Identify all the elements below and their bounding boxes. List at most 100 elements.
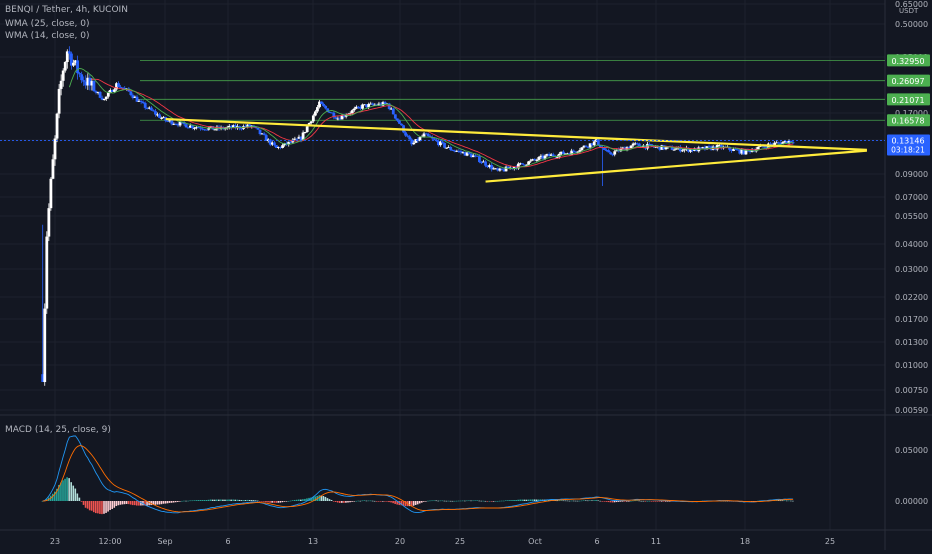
wma14-legend[interactable]: WMA (14, close, 0) [5, 31, 90, 41]
candle-body [484, 161, 487, 166]
macd-histogram-bar [457, 500, 460, 502]
macd-histogram-bar [179, 501, 181, 502]
macd-histogram-bar [486, 501, 489, 502]
candle-body [562, 151, 565, 155]
candle-body [482, 161, 485, 163]
macd-histogram-bar [259, 501, 261, 502]
price-tick-label: 0.04000 [895, 240, 928, 249]
candle-body [357, 106, 360, 108]
macd-histogram-bar [648, 500, 651, 502]
candle-body [539, 155, 543, 158]
candle-body [287, 141, 291, 145]
candle-body [182, 122, 186, 125]
macd-histogram-bar [113, 501, 116, 508]
candle-body [738, 149, 742, 154]
candle-body [43, 308, 47, 383]
macd-histogram-bar [228, 499, 230, 501]
candle-body [102, 98, 106, 100]
candle-body [424, 133, 428, 135]
macd-histogram-bar [328, 499, 331, 501]
macd-histogram-bar [652, 501, 655, 502]
macd-histogram-bar [72, 485, 75, 501]
macd-histogram-bar [447, 500, 450, 502]
macd-histogram-bar [213, 499, 216, 501]
price-unit-label: USDT [899, 7, 919, 15]
macd-histogram-bar [160, 501, 163, 505]
macd-histogram-bar [103, 501, 105, 514]
candle-body [162, 117, 166, 119]
candle-body [447, 147, 451, 149]
macd-histogram-bar [84, 501, 87, 508]
macd-histogram-bar [623, 501, 626, 502]
candle-body [549, 154, 553, 156]
macd-histogram-bar [281, 501, 284, 503]
macd-histogram-bar [640, 500, 642, 502]
candle-body [367, 104, 371, 108]
candle-body [586, 146, 590, 148]
candle-body [613, 151, 617, 155]
candle-body [607, 150, 610, 153]
candle-body [740, 149, 744, 154]
candle-body [311, 115, 315, 122]
macd-histogram-bar [373, 500, 376, 502]
candle-body [576, 151, 580, 153]
macd-histogram-bar [595, 500, 597, 501]
macd-histogram-bar [615, 501, 618, 503]
candle-body [391, 108, 395, 115]
macd-histogram-bar [416, 501, 419, 505]
candle-body [580, 147, 584, 151]
candle-body [268, 139, 272, 145]
candle-body [473, 155, 477, 157]
macd-histogram-bar [609, 501, 612, 503]
macd-histogram-bar [423, 501, 425, 502]
macd-histogram-bar [662, 501, 665, 502]
macd-histogram-bar [636, 500, 638, 502]
macd-histogram-bar [183, 500, 185, 502]
candle-body [94, 91, 98, 93]
candle-body [389, 108, 393, 110]
macd-histogram-bar [429, 500, 431, 502]
macd-histogram-bar [201, 500, 204, 501]
macd-histogram-bar [392, 501, 394, 504]
candle-body [199, 127, 202, 129]
candle-body [383, 102, 387, 104]
candle-body [436, 141, 440, 146]
macd-histogram-bar [513, 499, 515, 501]
chart-title[interactable]: BENQI / Tether, 4h, KUCOIN [5, 5, 128, 15]
candle-body [480, 162, 483, 164]
macd-histogram-bar [121, 501, 124, 505]
candle-body [129, 91, 133, 96]
macd-histogram-bar [638, 500, 640, 502]
macd-histogram-bar [570, 500, 573, 502]
candle-body [47, 208, 51, 237]
macd-histogram-bar [318, 495, 321, 501]
candle-body [564, 153, 567, 155]
candle-body [453, 150, 457, 152]
level-label: 0.21071 [891, 96, 924, 105]
macd-histogram-bar [587, 500, 589, 502]
candle-body [137, 100, 141, 102]
macd-histogram-bar [560, 500, 563, 501]
macd-histogram-bar [607, 501, 610, 503]
candle-body [74, 60, 77, 63]
candle-body [316, 107, 319, 112]
macd-legend[interactable]: MACD (14, 25, close, 9) [5, 425, 111, 435]
macd-histogram-bar [41, 501, 44, 502]
macd-histogram-bar [535, 499, 538, 501]
macd-histogram-bar [357, 500, 360, 502]
candle-body [135, 96, 139, 102]
macd-histogram-bar [597, 500, 599, 502]
candle-body [787, 140, 791, 144]
candle-body [393, 114, 397, 119]
candle-body [627, 147, 631, 149]
macd-histogram-bar [585, 500, 587, 502]
candle-body [734, 148, 738, 150]
macd-histogram-bar [99, 501, 101, 514]
wma25-legend[interactable]: WMA (25, close, 0) [5, 19, 90, 29]
candle-body [502, 169, 506, 172]
candle-body [674, 148, 678, 150]
candle-body [705, 146, 709, 150]
candle-body [416, 139, 420, 141]
candle-body [650, 144, 654, 147]
